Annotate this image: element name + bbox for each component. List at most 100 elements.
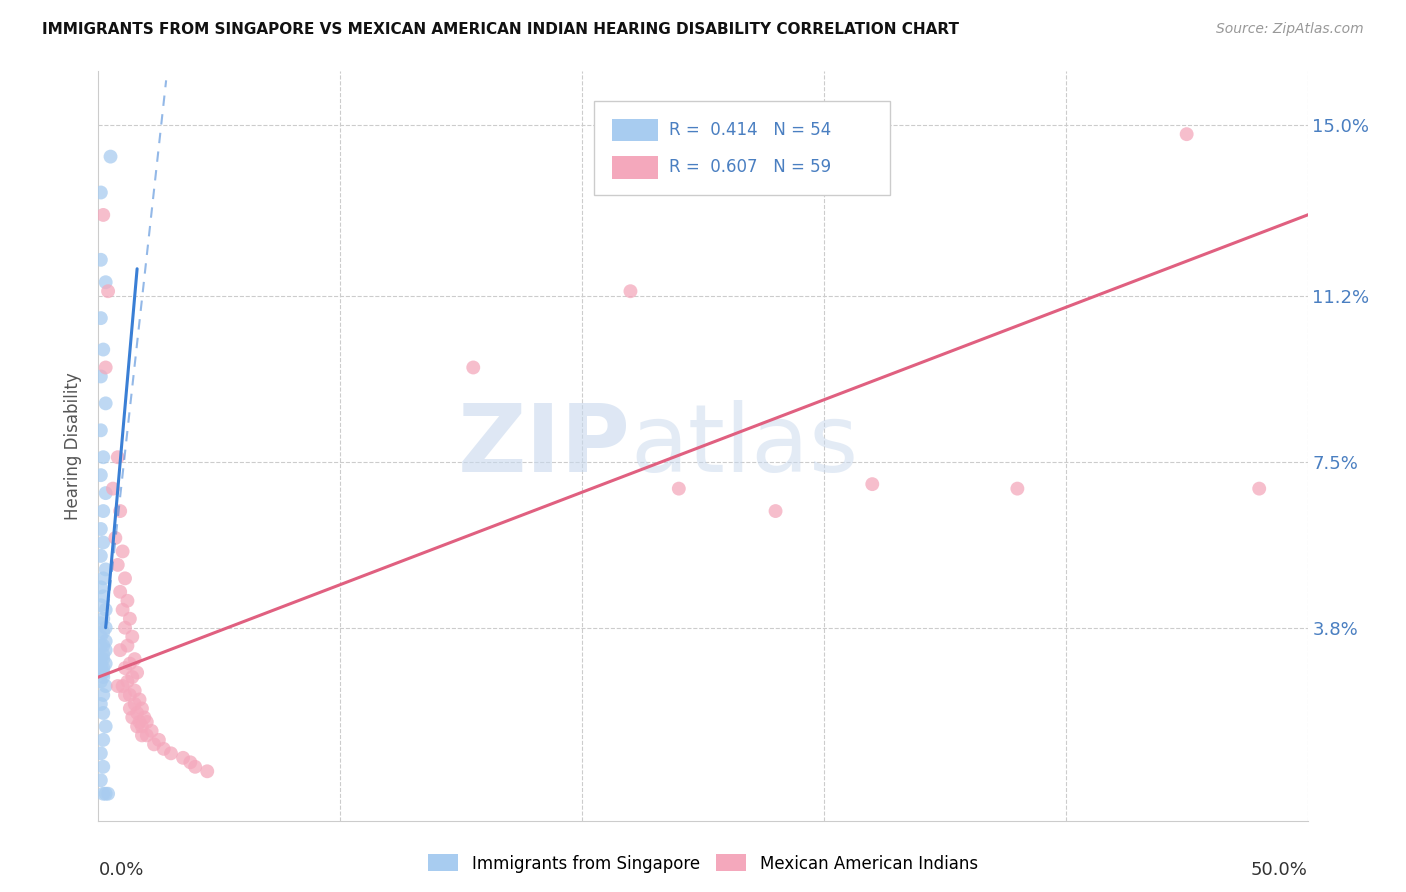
Point	[100, 150, 122, 164]
Point	[141, 723, 163, 738]
Point	[97, 787, 120, 801]
Point	[172, 751, 194, 765]
Point	[90, 252, 112, 267]
Point	[94, 275, 117, 289]
Point	[94, 719, 117, 733]
Point	[134, 710, 156, 724]
Text: R =  0.607   N = 59: R = 0.607 N = 59	[669, 158, 831, 177]
Point	[90, 186, 112, 200]
Point	[118, 612, 141, 626]
Point	[97, 284, 120, 298]
Point	[91, 590, 114, 604]
Legend: Immigrants from Singapore, Mexican American Indians: Immigrants from Singapore, Mexican Ameri…	[422, 847, 984, 880]
Point	[90, 657, 112, 671]
Point	[1249, 482, 1271, 496]
Point	[131, 701, 153, 715]
Point	[124, 652, 146, 666]
Text: ZIP: ZIP	[457, 400, 630, 492]
Point	[91, 760, 114, 774]
Point	[765, 504, 787, 518]
Text: IMMIGRANTS FROM SINGAPORE VS MEXICAN AMERICAN INDIAN HEARING DISABILITY CORRELAT: IMMIGRANTS FROM SINGAPORE VS MEXICAN AME…	[42, 22, 959, 37]
Point	[91, 343, 114, 357]
Point	[90, 468, 112, 483]
Point	[91, 706, 114, 720]
FancyBboxPatch shape	[613, 119, 658, 141]
Point	[91, 571, 114, 585]
Point	[160, 747, 183, 761]
Point	[117, 639, 139, 653]
Point	[91, 504, 114, 518]
Point	[121, 710, 143, 724]
Point	[128, 692, 150, 706]
Point	[118, 701, 141, 715]
Point	[114, 571, 136, 585]
Point	[121, 630, 143, 644]
Point	[91, 208, 114, 222]
Point	[108, 643, 131, 657]
Point	[91, 639, 114, 653]
Point	[94, 621, 117, 635]
Point	[91, 688, 114, 702]
Point	[90, 599, 112, 613]
Point	[90, 652, 112, 666]
Point	[90, 661, 112, 675]
Point	[104, 531, 127, 545]
Point	[90, 369, 112, 384]
Point	[619, 284, 641, 298]
Point	[91, 787, 114, 801]
Point	[152, 742, 174, 756]
Point	[128, 714, 150, 729]
Point	[90, 549, 112, 563]
Point	[94, 657, 117, 671]
Point	[91, 535, 114, 549]
Point	[94, 634, 117, 648]
Point	[91, 665, 114, 680]
Point	[91, 661, 114, 675]
Point	[90, 311, 112, 326]
Point	[111, 603, 134, 617]
Point	[94, 562, 117, 576]
Point	[184, 760, 207, 774]
Point	[101, 482, 124, 496]
Point	[135, 714, 157, 729]
Point	[91, 670, 114, 684]
Point	[94, 679, 117, 693]
FancyBboxPatch shape	[613, 156, 658, 178]
Point	[91, 625, 114, 640]
Point	[90, 522, 112, 536]
Point	[91, 732, 114, 747]
Point	[1175, 127, 1198, 141]
Point	[124, 683, 146, 698]
Point	[111, 679, 134, 693]
Point	[127, 719, 149, 733]
Point	[117, 674, 139, 689]
Point	[90, 697, 112, 711]
Point	[114, 688, 136, 702]
Point	[107, 450, 129, 465]
Point	[107, 558, 129, 572]
Point	[90, 665, 112, 680]
Point	[127, 665, 149, 680]
Point	[94, 787, 117, 801]
Point	[108, 584, 131, 599]
Point	[107, 679, 129, 693]
Point	[131, 728, 153, 742]
FancyBboxPatch shape	[595, 102, 890, 195]
Point	[124, 697, 146, 711]
Point	[111, 544, 134, 558]
Point	[90, 630, 112, 644]
Text: 50.0%: 50.0%	[1251, 861, 1308, 879]
Point	[860, 477, 883, 491]
Point	[1007, 482, 1029, 496]
Point	[91, 450, 114, 465]
Point	[127, 706, 149, 720]
Y-axis label: Hearing Disability: Hearing Disability	[65, 372, 83, 520]
Point	[94, 643, 117, 657]
Point	[91, 612, 114, 626]
Point	[90, 423, 112, 437]
Point	[90, 639, 112, 653]
Point	[94, 360, 117, 375]
Point	[90, 580, 112, 594]
Point	[121, 670, 143, 684]
Point	[135, 728, 157, 742]
